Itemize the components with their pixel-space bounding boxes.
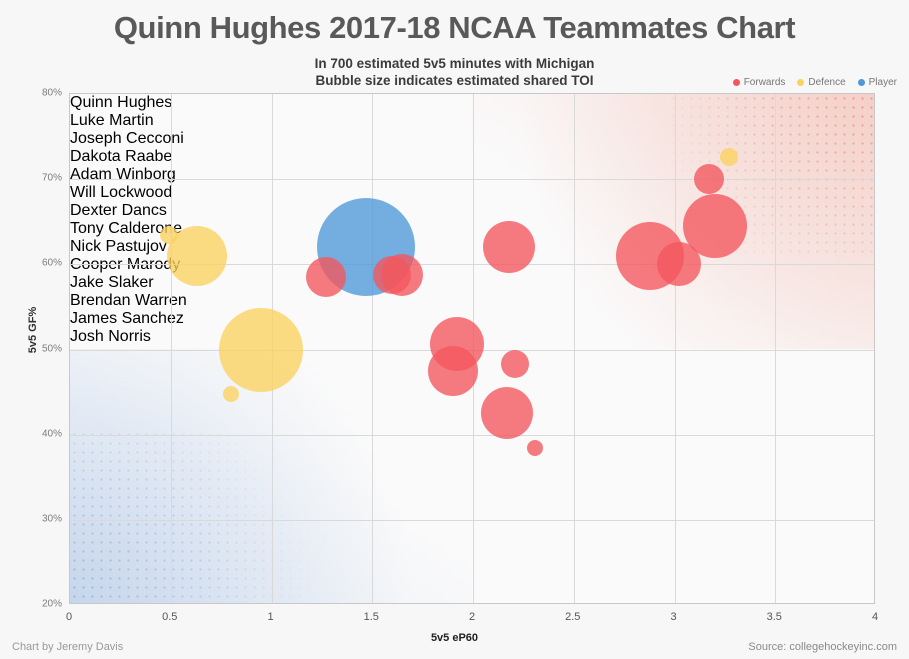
legend-item-player[interactable]: Player [857, 77, 897, 88]
bubble-label-jake-slaker: Jake Slaker [70, 274, 154, 291]
bubble-dexter-dancs[interactable] [483, 221, 536, 274]
legend-swatch-player-icon [857, 79, 865, 86]
gridline-vertical [775, 94, 777, 603]
y-axis-label: 5v5 GF% [27, 306, 40, 353]
bubble-unlabeled[interactable] [223, 385, 240, 402]
bubble-unlabeled[interactable] [159, 226, 178, 245]
chart-legend: Forwards Defence Player [732, 77, 897, 88]
gridline-horizontal [70, 179, 874, 181]
x-tick-label: 0 [65, 611, 73, 623]
x-tick-label: 2.5 [565, 611, 581, 623]
bubble-label-josh-norris: Josh Norris [70, 328, 151, 345]
bubble-series: Quinn Hughes Luke Martin Joseph Cecconi Dak… [70, 94, 874, 457]
bubble-label-joseph-cecconi: Joseph Cecconi [70, 130, 184, 147]
plot-area: Quinn Hughes Luke Martin Joseph Cecconi Dak… [69, 93, 875, 604]
chart-subtitle-bubble-size: Bubble size indicates estimated shared T… [315, 73, 594, 88]
gridline-vertical [573, 94, 575, 603]
bubble-brendan-warren[interactable] [427, 345, 478, 396]
gridline-horizontal [70, 264, 874, 266]
x-tick-label: 2 [468, 611, 476, 623]
bubble-label-james-sanchez: James Sanchez [70, 310, 184, 327]
bubble-label-luke-martin: Luke Martin [70, 112, 154, 129]
footer-source: Source: collegehockeyinc.com [748, 641, 897, 653]
bubble-unlabeled[interactable] [527, 440, 544, 457]
bubble-label-dexter-dancs: Dexter Dancs [70, 202, 167, 219]
y-tick-label: 80% [41, 87, 62, 99]
y-tick-label: 30% [41, 513, 62, 525]
page-title: Quinn Hughes 2017-18 NCAA Teammates Char… [113, 10, 796, 45]
y-tick-label: 70% [41, 172, 62, 184]
bubble-unlabeled[interactable] [719, 148, 738, 167]
x-tick-label: 0.5 [162, 611, 178, 623]
bubble-label-tony-calderone: Tony Calderone [70, 220, 183, 237]
bubble-label-will-lockwood: Will Lockwood [70, 184, 173, 201]
bubble-label-brendan-warren: Brendan Warren [70, 292, 187, 309]
legend-label: Forwards [743, 77, 786, 88]
legend-swatch-defence-icon [797, 79, 805, 86]
y-tick-label: 20% [41, 598, 62, 610]
x-tick-label: 3.5 [766, 611, 782, 623]
gridline-horizontal [70, 434, 874, 436]
gridline-horizontal [70, 519, 874, 521]
bubble-adam-winborg[interactable] [373, 255, 412, 294]
x-tick-label: 3 [670, 611, 677, 623]
chart-subtitle-minutes: In 700 estimated 5v5 minutes with Michig… [314, 56, 595, 71]
x-tick-label: 1 [267, 611, 274, 623]
y-tick-label: 40% [41, 428, 62, 440]
legend-item-defence[interactable]: Defence [797, 77, 846, 88]
x-tick-label: 1.5 [363, 611, 379, 623]
y-tick-label: 50% [41, 343, 62, 354]
bubble-joseph-cecconi[interactable] [219, 307, 304, 392]
legend-label: Defence [808, 77, 846, 88]
bubble-unlabeled[interactable] [693, 164, 724, 195]
bubble-dakota-raabe[interactable] [305, 257, 346, 298]
x-axis-label: 5v5 eP60 [430, 632, 479, 644]
y-tick-label: 60% [41, 257, 62, 269]
gridline-vertical [170, 94, 172, 603]
bubble-josh-norris[interactable] [481, 387, 534, 440]
bubble-james-sanchez[interactable] [501, 349, 530, 378]
legend-item-forwards[interactable]: Forwards [732, 77, 786, 88]
footer-credit: Chart by Jeremy Davis [12, 641, 124, 653]
gridline-vertical [372, 94, 374, 603]
bubble-label-adam-winborg: Adam Winborg [70, 166, 176, 183]
legend-swatch-forwards-icon [732, 79, 740, 86]
plot-wrapper: Quinn Hughes Luke Martin Joseph Cecconi Dak… [42, 88, 878, 624]
bubble-label-nick-pastujov: Nick Pastujov [70, 238, 167, 255]
legend-label: Player [868, 77, 897, 88]
bottom-left-dot-texture [70, 429, 344, 603]
bubble-nick-pastujov[interactable] [656, 242, 701, 287]
bubble-label-dakota-raabe: Dakota Raabe [70, 148, 173, 165]
gridline-vertical [674, 94, 676, 603]
bubble-label-quinn-hughes: Quinn Hughes [70, 94, 173, 111]
x-tick-label: 4 [871, 611, 879, 623]
